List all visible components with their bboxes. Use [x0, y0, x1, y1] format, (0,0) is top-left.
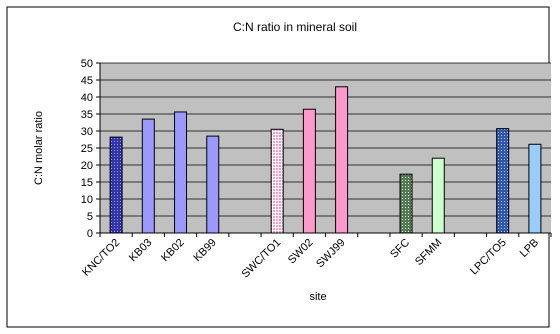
x-axis-label: site: [309, 291, 326, 303]
y-tick-label: 45: [81, 75, 93, 87]
bar-knc-to2: [109, 136, 123, 234]
y-tick-label: 30: [81, 126, 93, 138]
y-tick-label: 20: [81, 160, 93, 172]
y-axis-label: C:N molar ratio: [33, 111, 45, 185]
bar-swj99: [335, 86, 349, 234]
y-tick-label: 25: [81, 143, 93, 155]
y-tick-label: 50: [81, 58, 93, 70]
bar-sw02: [302, 108, 316, 234]
bar-kb02: [174, 111, 188, 234]
bar-lpc-to5: [496, 128, 510, 234]
bar-kb99: [206, 135, 220, 234]
y-tick-label: 10: [81, 194, 93, 206]
y-tick-label: 40: [81, 92, 93, 104]
y-tick-label: 35: [81, 109, 93, 121]
chart-title: C:N ratio in mineral soil: [233, 20, 357, 34]
y-tick-label: 0: [87, 228, 93, 240]
bar-sfc: [399, 173, 413, 234]
bar-kb03: [141, 118, 155, 234]
y-tick-label: 15: [81, 177, 93, 189]
bar-sfmm: [431, 157, 445, 234]
bar-swc-to1: [270, 128, 284, 234]
bar-lpb: [528, 143, 542, 234]
y-tick-label: 5: [87, 211, 93, 223]
bars-group: [109, 86, 542, 234]
y-axis: 0 5 10 15 20 25 30 35 40 45 50: [81, 58, 101, 240]
